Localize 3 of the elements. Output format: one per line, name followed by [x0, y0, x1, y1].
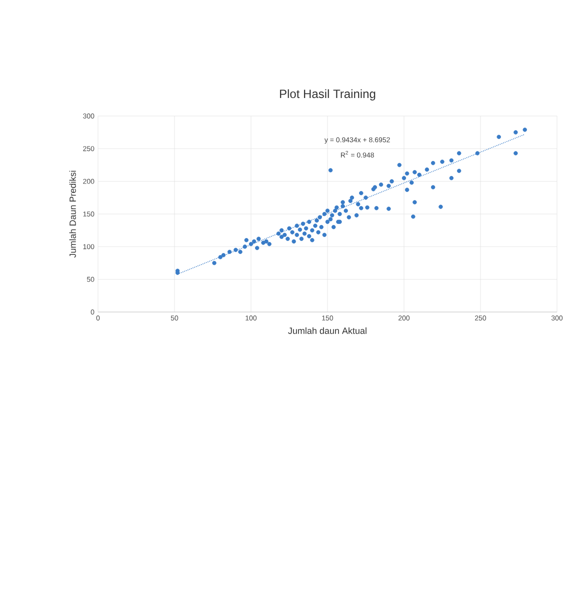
chart-title: Plot Hasil Training: [280, 89, 376, 100]
x-axis-title: Jumlah daun Aktual: [288, 327, 366, 334]
y-axis-title: Jumlah Daun Prediksi: [69, 170, 76, 258]
